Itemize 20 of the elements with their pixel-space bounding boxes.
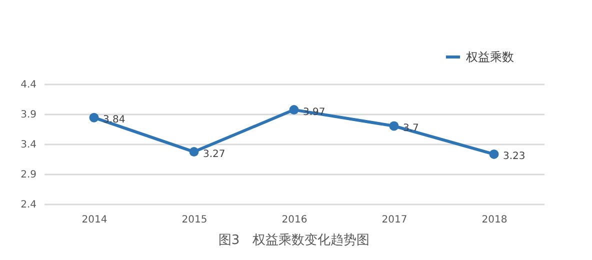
point <box>389 121 399 131</box>
x-tick-label: 2018 <box>482 214 508 226</box>
point <box>289 105 299 115</box>
point <box>89 112 99 122</box>
data-label: 3.27 <box>203 148 226 160</box>
y-tick-label: 3.4 <box>20 140 36 150</box>
y-tick-label: 4.4 <box>20 80 36 90</box>
y-tick-label: 2.4 <box>20 200 36 210</box>
data-label: 3.84 <box>103 114 126 126</box>
data-label: 3.23 <box>503 151 526 162</box>
point <box>189 147 199 157</box>
text: 图3 权益乘数变化趋势图 <box>218 233 370 248</box>
x-tick-label: 2014 <box>82 214 108 226</box>
legend-label: 权益乘数 <box>465 50 514 64</box>
x-tick-label: 2015 <box>182 214 208 226</box>
point <box>489 149 499 159</box>
x-tick-label: 2016 <box>282 214 308 226</box>
y-tick-label: 3.9 <box>20 110 36 120</box>
y-tick-label: 2.9 <box>20 170 36 180</box>
x-tick-label: 2017 <box>382 214 408 226</box>
